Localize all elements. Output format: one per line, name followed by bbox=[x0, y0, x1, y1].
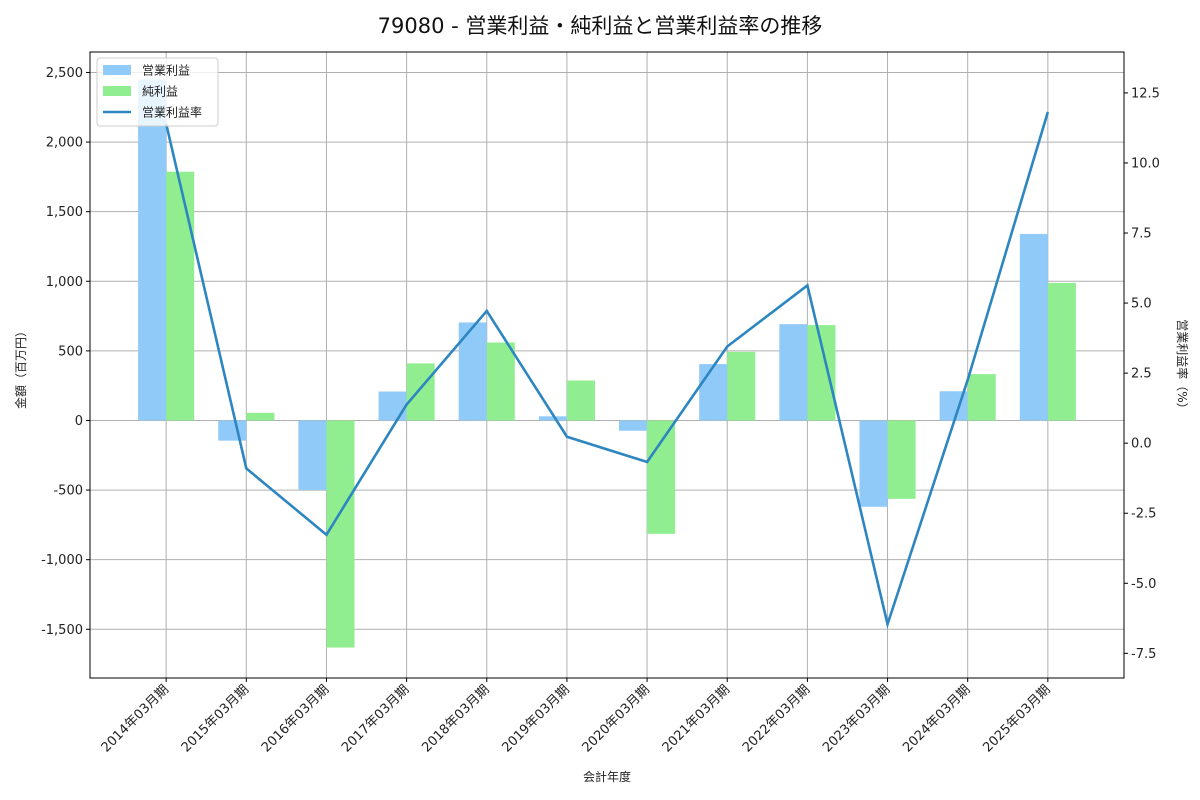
y2-tick-label: 5.0 bbox=[1131, 297, 1152, 312]
operating-margin-polyline bbox=[164, 111, 1050, 629]
operating-profit-bar bbox=[298, 420, 327, 491]
y2-tick-label: -5.0 bbox=[1131, 577, 1156, 592]
x-tick-label: 2014年03月期 bbox=[99, 682, 172, 755]
x-tick-label: 2016年03月期 bbox=[259, 682, 332, 755]
x-tick-label: 2023年03月期 bbox=[820, 682, 893, 755]
net-profit-bar bbox=[406, 363, 435, 421]
right-axis-label: 営業利益率（%） bbox=[1175, 319, 1190, 414]
operating-profit-bar bbox=[1019, 233, 1048, 421]
y-tick-label: -500 bbox=[53, 484, 83, 499]
operating-profit-bar bbox=[138, 79, 167, 421]
y2-tick-label: 7.5 bbox=[1131, 227, 1152, 242]
net-profit-bar bbox=[566, 380, 595, 421]
plot-frame bbox=[89, 51, 1125, 679]
right-axis-ticks: -7.5 -5.0 -2.5 0.0 2.5 5.0 7.5 10.0 12.5 bbox=[1124, 86, 1160, 662]
net-profit-bar bbox=[486, 342, 515, 421]
legend-swatch bbox=[103, 65, 131, 75]
y-tick-label: 1,000 bbox=[46, 275, 83, 290]
operating-margin-line bbox=[164, 111, 1050, 629]
operating-profit-bar bbox=[859, 420, 888, 507]
y2-tick-label: 12.5 bbox=[1131, 86, 1160, 101]
operating-profit-bar bbox=[218, 420, 247, 441]
net-profit-bar bbox=[166, 171, 195, 421]
y2-tick-label: 0.0 bbox=[1131, 437, 1152, 452]
x-tick-label: 2022年03月期 bbox=[740, 682, 813, 755]
x-tick-label: 2017年03月期 bbox=[339, 682, 412, 755]
net-profit-bar bbox=[1047, 282, 1076, 421]
bars bbox=[138, 79, 1076, 648]
y2-tick-label: -7.5 bbox=[1131, 647, 1156, 662]
net-profit-bar bbox=[967, 374, 996, 421]
x-tick-label: 2021年03月期 bbox=[660, 682, 733, 755]
x-tick-label: 2025年03月期 bbox=[980, 682, 1053, 755]
x-axis-ticks: 2014年03月期 2015年03月期 2016年03月期 2017年03月期 2018… bbox=[99, 678, 1054, 756]
net-profit-bar bbox=[647, 420, 676, 534]
legend-label: 営業利益 bbox=[142, 64, 190, 78]
operating-profit-bar bbox=[619, 420, 648, 431]
y-tick-label: -1,500 bbox=[41, 623, 83, 638]
y2-tick-label: -2.5 bbox=[1131, 507, 1156, 522]
y-tick-label: 1,500 bbox=[46, 205, 83, 220]
net-profit-bar bbox=[727, 351, 756, 421]
y-tick-label: 2,000 bbox=[46, 136, 83, 151]
x-axis-label: 会計年度 bbox=[583, 769, 631, 784]
y-tick-label: -1,000 bbox=[41, 553, 83, 568]
x-tick-label: 2020年03月期 bbox=[580, 682, 653, 755]
x-tick-label: 2018年03月期 bbox=[419, 682, 492, 755]
left-axis-ticks: -1,500 -1,000 -500 0 500 1,000 1,500 2,000 2,500 bbox=[41, 66, 90, 638]
operating-profit-bar bbox=[779, 324, 808, 421]
x-tick-label: 2024年03月期 bbox=[900, 682, 973, 755]
x-tick-label: 2019年03月期 bbox=[499, 682, 572, 755]
y-tick-label: 2,500 bbox=[46, 66, 83, 81]
legend-swatch bbox=[103, 86, 131, 96]
operating-profit-bar bbox=[538, 416, 567, 421]
legend-label: 純利益 bbox=[142, 85, 178, 99]
x-tick-label: 2015年03月期 bbox=[179, 682, 252, 755]
grid-lines bbox=[90, 52, 1124, 678]
y2-tick-label: 10.0 bbox=[1131, 156, 1160, 171]
net-profit-bar bbox=[246, 412, 275, 421]
y-tick-label: 0 bbox=[75, 414, 83, 429]
chart-title: 79080 - 営業利益・純利益と営業利益率の推移 bbox=[377, 14, 823, 38]
y-tick-label: 500 bbox=[58, 344, 83, 359]
operating-profit-bar bbox=[378, 391, 407, 421]
net-profit-bar bbox=[326, 420, 355, 648]
y2-tick-label: 2.5 bbox=[1131, 367, 1152, 382]
net-profit-bar bbox=[887, 420, 916, 499]
left-axis-label: 金額（百万円） bbox=[13, 325, 28, 409]
operating-profit-bar bbox=[699, 364, 728, 421]
legend-label: 営業利益率 bbox=[142, 105, 202, 120]
